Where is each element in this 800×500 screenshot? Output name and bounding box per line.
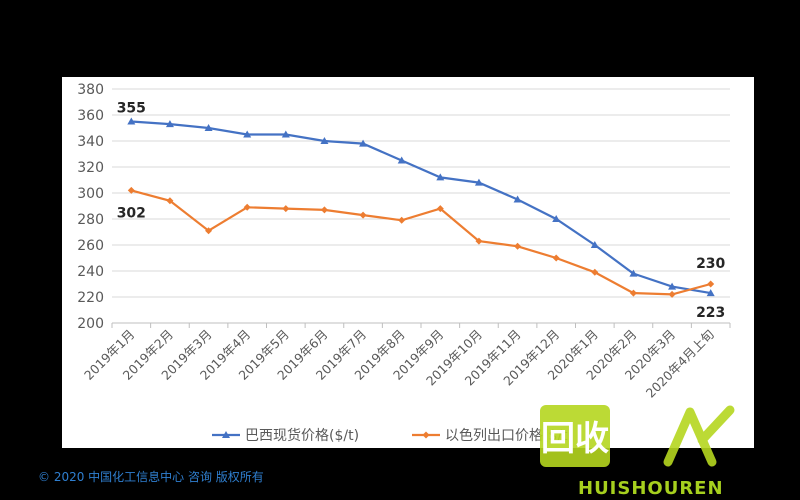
y-tick-label: 300 xyxy=(77,186,104,202)
y-tick-label: 320 xyxy=(77,160,104,176)
watermark-logo-text: 回收 xyxy=(541,419,609,459)
data-point xyxy=(436,173,445,181)
x-tick-label: 2020年4月上旬 xyxy=(643,327,717,401)
data-point xyxy=(398,216,406,224)
series-line xyxy=(131,189,711,296)
data-label: 302 xyxy=(117,205,146,221)
y-tick-label: 200 xyxy=(77,316,104,332)
data-point xyxy=(359,211,367,219)
data-point xyxy=(474,178,483,186)
data-point xyxy=(591,268,599,276)
legend-marker xyxy=(222,431,230,438)
price-line-chart: 2002202402602803003203403603802019年1月201… xyxy=(77,82,731,444)
y-tick-label: 260 xyxy=(77,238,104,254)
data-label: 355 xyxy=(117,101,146,117)
data-point xyxy=(707,280,715,288)
copyright-text: © 2020 中国化工信息中心 咨询 版权所有 xyxy=(38,470,264,484)
data-point xyxy=(514,242,522,250)
data-point xyxy=(706,289,715,297)
data-point xyxy=(359,139,368,147)
data-label: 230 xyxy=(696,256,725,272)
y-tick-label: 340 xyxy=(77,134,104,150)
data-point xyxy=(629,289,637,297)
data-point xyxy=(436,205,444,213)
data-point xyxy=(668,290,676,298)
data-point xyxy=(166,197,174,205)
y-tick-label: 280 xyxy=(77,212,104,228)
watermark-logo: 回收 xyxy=(540,405,735,467)
data-point xyxy=(320,137,329,144)
chart-panel: 200 220 240 260 280 300 320 340 360 380 2019年1月 201… xyxy=(62,77,754,448)
data-label: 223 xyxy=(696,305,725,321)
data-point xyxy=(397,156,406,164)
series-line xyxy=(131,120,711,295)
data-point xyxy=(513,195,522,203)
data-point xyxy=(320,206,328,214)
data-point xyxy=(282,205,290,213)
y-tick-label: 360 xyxy=(77,108,104,124)
data-point xyxy=(127,186,135,194)
data-point xyxy=(475,237,483,245)
data-point xyxy=(243,130,252,138)
data-point xyxy=(165,120,174,128)
y-tick-label: 380 xyxy=(77,82,104,98)
data-point xyxy=(204,124,213,131)
watermark-url: HUISHOUREN xyxy=(578,478,724,499)
data-point xyxy=(127,117,136,125)
legend-label: 巴西现货价格($/t) xyxy=(245,427,359,444)
legend-marker xyxy=(422,431,430,439)
data-point xyxy=(281,130,290,138)
data-point xyxy=(552,254,560,262)
data-point xyxy=(205,227,213,235)
data-point xyxy=(629,269,638,277)
data-point xyxy=(243,203,251,211)
data-point xyxy=(590,241,599,248)
y-tick-label: 240 xyxy=(77,264,104,280)
data-point xyxy=(552,215,561,222)
y-tick-label: 220 xyxy=(77,290,104,306)
data-point xyxy=(668,282,677,290)
